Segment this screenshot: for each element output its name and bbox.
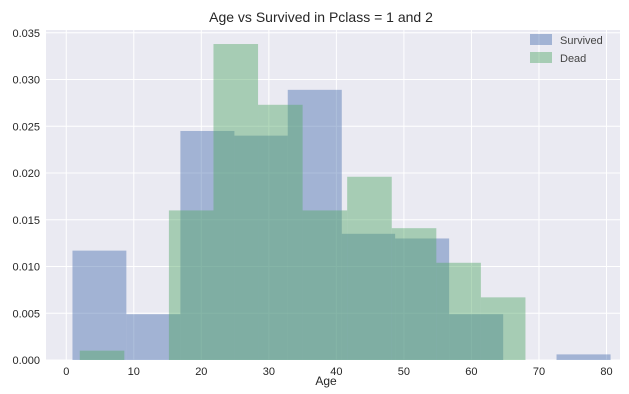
y-tick-label: 0.005: [12, 308, 40, 320]
histogram-bar: [436, 262, 481, 360]
legend-swatch-survived: [530, 34, 552, 45]
plot-area: [46, 30, 620, 360]
x-tick-label: 10: [128, 366, 140, 378]
y-tick-label: 0.025: [12, 121, 40, 133]
histogram-bars: [72, 44, 611, 361]
histogram-bar: [168, 210, 214, 360]
series-dead: [79, 44, 526, 360]
histogram-bar: [395, 238, 450, 360]
x-tick-label: 80: [600, 366, 612, 378]
chart-title: Age vs Survived in Pclass = 1 and 2: [209, 9, 433, 25]
histogram-bar: [556, 354, 611, 360]
histogram-bar: [258, 104, 303, 360]
histogram-bar: [234, 135, 288, 360]
x-tick-label: 20: [195, 366, 207, 378]
x-axis-ticks: 0 10 20 30 40 50 60 70 80: [63, 366, 612, 378]
y-tick-label: 0.035: [12, 28, 40, 40]
histogram-bar: [287, 89, 342, 361]
y-tick-label: 0.015: [12, 215, 40, 227]
y-tick-label: 0.030: [12, 75, 40, 87]
y-tick-label: 0.020: [12, 168, 40, 180]
histogram-bar: [449, 314, 504, 360]
x-tick-label: 50: [398, 366, 410, 378]
y-axis-ticks: 0.000 0.005 0.010 0.015 0.020 0.025 0.030 0.035: [12, 28, 40, 367]
legend-swatch-dead: [530, 52, 552, 63]
x-axis-label: Age: [315, 374, 337, 388]
x-tick-label: 0: [63, 366, 69, 378]
grid-lines: [46, 30, 620, 361]
histogram-bar: [302, 210, 348, 360]
x-tick-label: 60: [465, 366, 477, 378]
series-survived: [72, 89, 611, 361]
histogram-bar: [79, 350, 125, 360]
histogram-bar: [126, 314, 181, 360]
histogram-bar: [180, 130, 235, 360]
legend-label-dead: Dead: [560, 53, 586, 65]
legend-label-survived: Survived: [560, 35, 603, 47]
y-tick-label: 0.010: [12, 262, 40, 274]
x-tick-label: 40: [330, 366, 342, 378]
y-tick-label: 0.000: [12, 355, 40, 367]
histogram-bar: [72, 250, 127, 360]
legend: Survived Dead: [530, 34, 603, 65]
histogram-bar: [480, 297, 526, 360]
x-tick-label: 70: [533, 366, 545, 378]
histogram-bar: [347, 176, 392, 360]
histogram-bar: [213, 44, 259, 360]
x-tick-label: 30: [263, 366, 275, 378]
histogram-bar: [341, 233, 396, 360]
histogram-bar: [391, 228, 437, 360]
